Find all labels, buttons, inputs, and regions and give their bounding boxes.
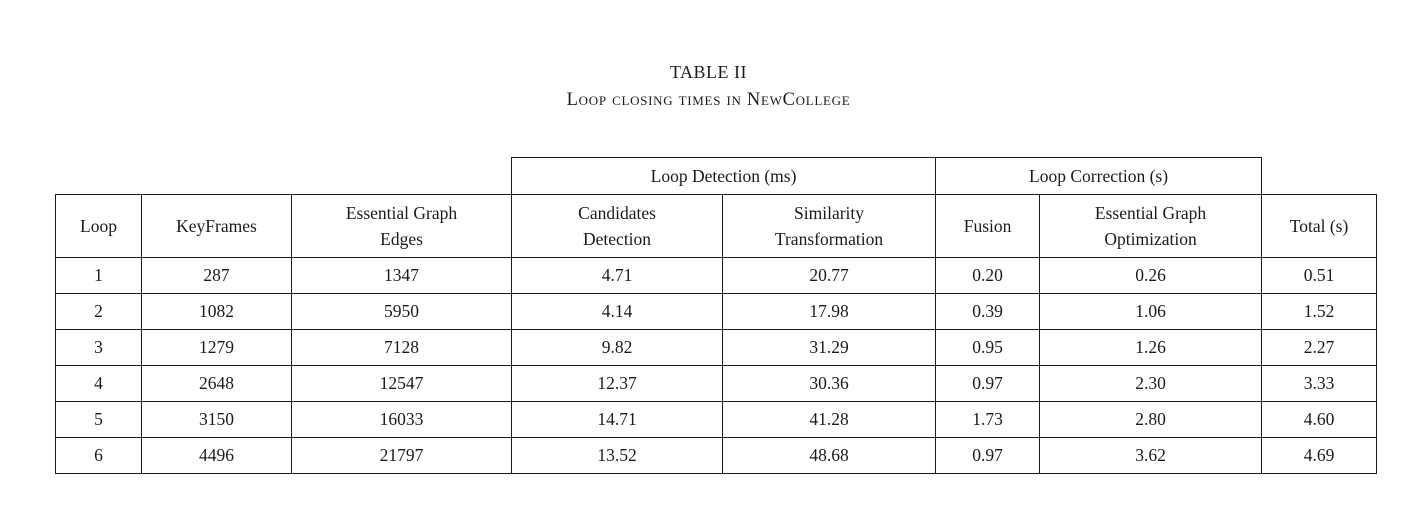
column-header-essential-graph-edges: Essential Graph Edges — [290, 194, 513, 258]
cell-essential-graph-optimization: 0.26 — [1039, 257, 1263, 294]
cell-total: 4.60 — [1261, 401, 1378, 438]
cell-fusion: 0.97 — [935, 437, 1041, 474]
cell-essential-graph-optimization: 2.30 — [1039, 365, 1263, 402]
cell-candidates-detection: 14.71 — [511, 401, 724, 438]
cell-essential-graph-edges: 7128 — [290, 329, 513, 366]
loop-closing-times-table: Loop Detection (ms) Loop Correction (s) … — [55, 157, 1378, 474]
cell-total: 1.52 — [1261, 293, 1378, 330]
cell-similarity-transformation: 20.77 — [722, 257, 937, 294]
group-header-loop-correction: Loop Correction (s) — [935, 157, 1263, 195]
cell-candidates-detection: 13.52 — [511, 437, 724, 474]
cell-candidates-detection: 12.37 — [511, 365, 724, 402]
cell-essential-graph-edges: 16033 — [290, 401, 513, 438]
column-header-similarity-transformation: Similarity Transformation — [722, 194, 937, 258]
cell-essential-graph-edges: 5950 — [290, 293, 513, 330]
column-header-total: Total (s) — [1261, 194, 1378, 258]
cell-total: 2.27 — [1261, 329, 1378, 366]
column-header-keyframes: KeyFrames — [141, 194, 292, 258]
cell-essential-graph-edges: 1347 — [290, 257, 513, 294]
table-row: 4 2648 12547 12.37 30.36 0.97 2.30 3.33 — [55, 365, 1378, 402]
table-body: 1 287 1347 4.71 20.77 0.20 0.26 0.51 2 1… — [55, 257, 1378, 474]
cell-fusion: 1.73 — [935, 401, 1041, 438]
cell-essential-graph-optimization: 1.06 — [1039, 293, 1263, 330]
cell-candidates-detection: 4.71 — [511, 257, 724, 294]
cell-fusion: 0.95 — [935, 329, 1041, 366]
cell-loop: 1 — [55, 257, 142, 294]
cell-keyframes: 3150 — [141, 401, 292, 438]
table-caption-title: Loop closing times in NewCollege — [566, 90, 851, 110]
table-row: 2 1082 5950 4.14 17.98 0.39 1.06 1.52 — [55, 293, 1378, 330]
cell-loop: 5 — [55, 401, 142, 438]
cell-total: 0.51 — [1261, 257, 1378, 294]
cell-loop: 6 — [55, 437, 142, 474]
cell-keyframes: 2648 — [141, 365, 292, 402]
column-header-essential-graph-optimization: Essential Graph Optimization — [1039, 194, 1263, 258]
cell-keyframes: 1082 — [141, 293, 292, 330]
cell-similarity-transformation: 30.36 — [722, 365, 937, 402]
cell-keyframes: 287 — [141, 257, 292, 294]
cell-essential-graph-optimization: 1.26 — [1039, 329, 1263, 366]
cell-fusion: 0.20 — [935, 257, 1041, 294]
cell-essential-graph-edges: 12547 — [290, 365, 513, 402]
table-row: 3 1279 7128 9.82 31.29 0.95 1.26 2.27 — [55, 329, 1378, 366]
column-header-loop: Loop — [55, 194, 142, 258]
cell-similarity-transformation: 41.28 — [722, 401, 937, 438]
cell-essential-graph-optimization: 2.80 — [1039, 401, 1263, 438]
column-header-candidates-detection: Candidates Detection — [511, 194, 724, 258]
cell-candidates-detection: 9.82 — [511, 329, 724, 366]
cell-total: 3.33 — [1261, 365, 1378, 402]
group-header-spacer-right — [1262, 158, 1377, 195]
cell-essential-graph-edges: 21797 — [290, 437, 513, 474]
cell-candidates-detection: 4.14 — [511, 293, 724, 330]
group-header-spacer-left — [56, 158, 512, 195]
cell-similarity-transformation: 31.29 — [722, 329, 937, 366]
column-header-row: Loop KeyFrames Essential Graph Edges Can… — [55, 194, 1378, 258]
group-header-loop-detection: Loop Detection (ms) — [511, 157, 937, 195]
cell-fusion: 0.97 — [935, 365, 1041, 402]
table-caption: TABLE II Loop closing times in NewColleg… — [0, 58, 1417, 114]
cell-keyframes: 4496 — [141, 437, 292, 474]
cell-keyframes: 1279 — [141, 329, 292, 366]
cell-loop: 3 — [55, 329, 142, 366]
table-caption-label: TABLE II — [669, 62, 748, 82]
group-header-row: Loop Detection (ms) Loop Correction (s) — [56, 157, 1377, 195]
column-header-fusion: Fusion — [935, 194, 1041, 258]
cell-essential-graph-optimization: 3.62 — [1039, 437, 1263, 474]
table-row: 5 3150 16033 14.71 41.28 1.73 2.80 4.60 — [55, 401, 1378, 438]
cell-loop: 4 — [55, 365, 142, 402]
cell-fusion: 0.39 — [935, 293, 1041, 330]
cell-total: 4.69 — [1261, 437, 1378, 474]
cell-similarity-transformation: 17.98 — [722, 293, 937, 330]
table-row: 6 4496 21797 13.52 48.68 0.97 3.62 4.69 — [55, 437, 1378, 474]
cell-similarity-transformation: 48.68 — [722, 437, 937, 474]
table-row: 1 287 1347 4.71 20.77 0.20 0.26 0.51 — [55, 257, 1378, 294]
cell-loop: 2 — [55, 293, 142, 330]
